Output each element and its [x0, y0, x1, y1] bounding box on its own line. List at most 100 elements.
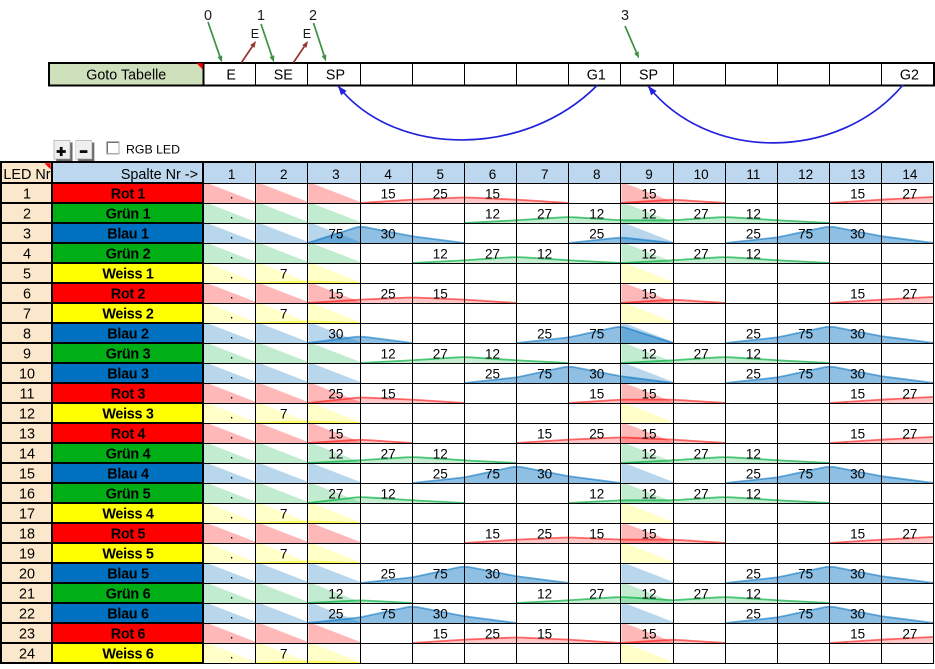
svg-text:25: 25: [746, 466, 761, 481]
svg-text:30: 30: [433, 606, 448, 621]
svg-text:30: 30: [589, 366, 604, 381]
svg-text:7: 7: [280, 646, 288, 661]
svg-text:Spalte Nr ->: Spalte Nr ->: [121, 167, 198, 183]
svg-text:75: 75: [798, 366, 813, 381]
svg-text:Weiss 2: Weiss 2: [102, 307, 154, 323]
svg-text:.: .: [230, 306, 234, 321]
svg-text:15: 15: [641, 626, 656, 641]
svg-text:25: 25: [537, 326, 552, 341]
svg-text:.: .: [230, 326, 234, 341]
svg-text:19: 19: [19, 546, 35, 562]
svg-text:12: 12: [328, 586, 343, 601]
svg-text:12: 12: [641, 486, 656, 501]
svg-text:75: 75: [798, 606, 813, 621]
svg-text:27: 27: [694, 206, 709, 221]
svg-text:12: 12: [746, 206, 761, 221]
svg-text:25: 25: [746, 606, 761, 621]
svg-text:12: 12: [641, 446, 656, 461]
svg-text:.: .: [230, 406, 234, 421]
svg-text:Rot 6: Rot 6: [111, 627, 146, 643]
svg-text:30: 30: [381, 226, 396, 241]
svg-text:12: 12: [746, 486, 761, 501]
svg-text:9: 9: [23, 346, 31, 362]
svg-text:Grün 3: Grün 3: [106, 347, 151, 363]
svg-text:15: 15: [589, 386, 604, 401]
svg-text:12: 12: [433, 246, 448, 261]
svg-text:12: 12: [485, 346, 500, 361]
svg-text:25: 25: [589, 226, 604, 241]
svg-text:7: 7: [280, 546, 288, 561]
svg-text:.: .: [230, 446, 234, 461]
svg-text:75: 75: [381, 606, 396, 621]
svg-text:6: 6: [23, 286, 31, 302]
svg-text:15: 15: [537, 626, 552, 641]
svg-text:75: 75: [485, 466, 500, 481]
svg-text:15: 15: [485, 186, 500, 201]
svg-text:.: .: [230, 506, 234, 521]
svg-text:4: 4: [23, 246, 31, 262]
svg-text:17: 17: [19, 506, 35, 522]
svg-text:Grün 2: Grün 2: [106, 247, 151, 263]
svg-text:27: 27: [902, 186, 917, 201]
svg-text:Weiss 5: Weiss 5: [102, 547, 154, 563]
svg-text:12: 12: [589, 206, 604, 221]
svg-text:25: 25: [537, 526, 552, 541]
svg-text:15: 15: [850, 286, 865, 301]
svg-text:15: 15: [850, 186, 865, 201]
svg-text:75: 75: [433, 566, 448, 581]
svg-text:15: 15: [641, 526, 656, 541]
svg-text:.: .: [230, 546, 234, 561]
svg-text:7: 7: [280, 266, 288, 281]
svg-text:.: .: [230, 566, 234, 581]
svg-text:E: E: [251, 27, 259, 41]
svg-text:12: 12: [328, 446, 343, 461]
svg-text:27: 27: [694, 446, 709, 461]
svg-text:Weiss 1: Weiss 1: [102, 267, 154, 283]
svg-text:75: 75: [798, 226, 813, 241]
svg-text:27: 27: [589, 586, 604, 601]
svg-text:7: 7: [23, 306, 31, 322]
svg-text:30: 30: [850, 326, 865, 341]
svg-text:15: 15: [433, 286, 448, 301]
svg-text:13: 13: [850, 167, 865, 182]
svg-text:27: 27: [902, 626, 917, 641]
svg-text:.: .: [230, 586, 234, 601]
svg-text:.: .: [230, 526, 234, 541]
svg-text:.: .: [230, 486, 234, 501]
svg-text:30: 30: [537, 466, 552, 481]
svg-text:75: 75: [589, 326, 604, 341]
svg-text:27: 27: [902, 286, 917, 301]
svg-text:E: E: [303, 27, 311, 41]
svg-text:15: 15: [381, 186, 396, 201]
svg-text:15: 15: [328, 426, 343, 441]
svg-text:15: 15: [641, 386, 656, 401]
svg-text:1: 1: [23, 186, 31, 202]
svg-text:.: .: [230, 346, 234, 361]
svg-text:75: 75: [328, 226, 343, 241]
svg-text:7: 7: [280, 306, 288, 321]
svg-text:75: 75: [798, 466, 813, 481]
svg-text:Grün 4: Grün 4: [106, 447, 151, 463]
svg-text:25: 25: [381, 286, 396, 301]
svg-text:15: 15: [850, 386, 865, 401]
svg-text:LED Nr: LED Nr: [3, 167, 50, 183]
svg-text:8: 8: [593, 167, 601, 182]
svg-text:6: 6: [489, 167, 497, 182]
svg-text:10: 10: [694, 167, 709, 182]
svg-text:.: .: [230, 246, 234, 261]
svg-text:11: 11: [746, 167, 760, 182]
svg-text:12: 12: [641, 586, 656, 601]
svg-text:Weiss 4: Weiss 4: [102, 507, 154, 523]
svg-text:12: 12: [746, 446, 761, 461]
svg-text:15: 15: [850, 526, 865, 541]
svg-text:30: 30: [485, 566, 500, 581]
svg-text:15: 15: [641, 286, 656, 301]
svg-text:4: 4: [384, 167, 392, 182]
svg-text:12: 12: [589, 486, 604, 501]
svg-text:18: 18: [19, 526, 35, 542]
svg-text:27: 27: [433, 346, 448, 361]
svg-text:Rot 3: Rot 3: [111, 387, 146, 403]
svg-text:12: 12: [746, 246, 761, 261]
svg-text:25: 25: [328, 606, 343, 621]
svg-text:22: 22: [19, 606, 35, 622]
